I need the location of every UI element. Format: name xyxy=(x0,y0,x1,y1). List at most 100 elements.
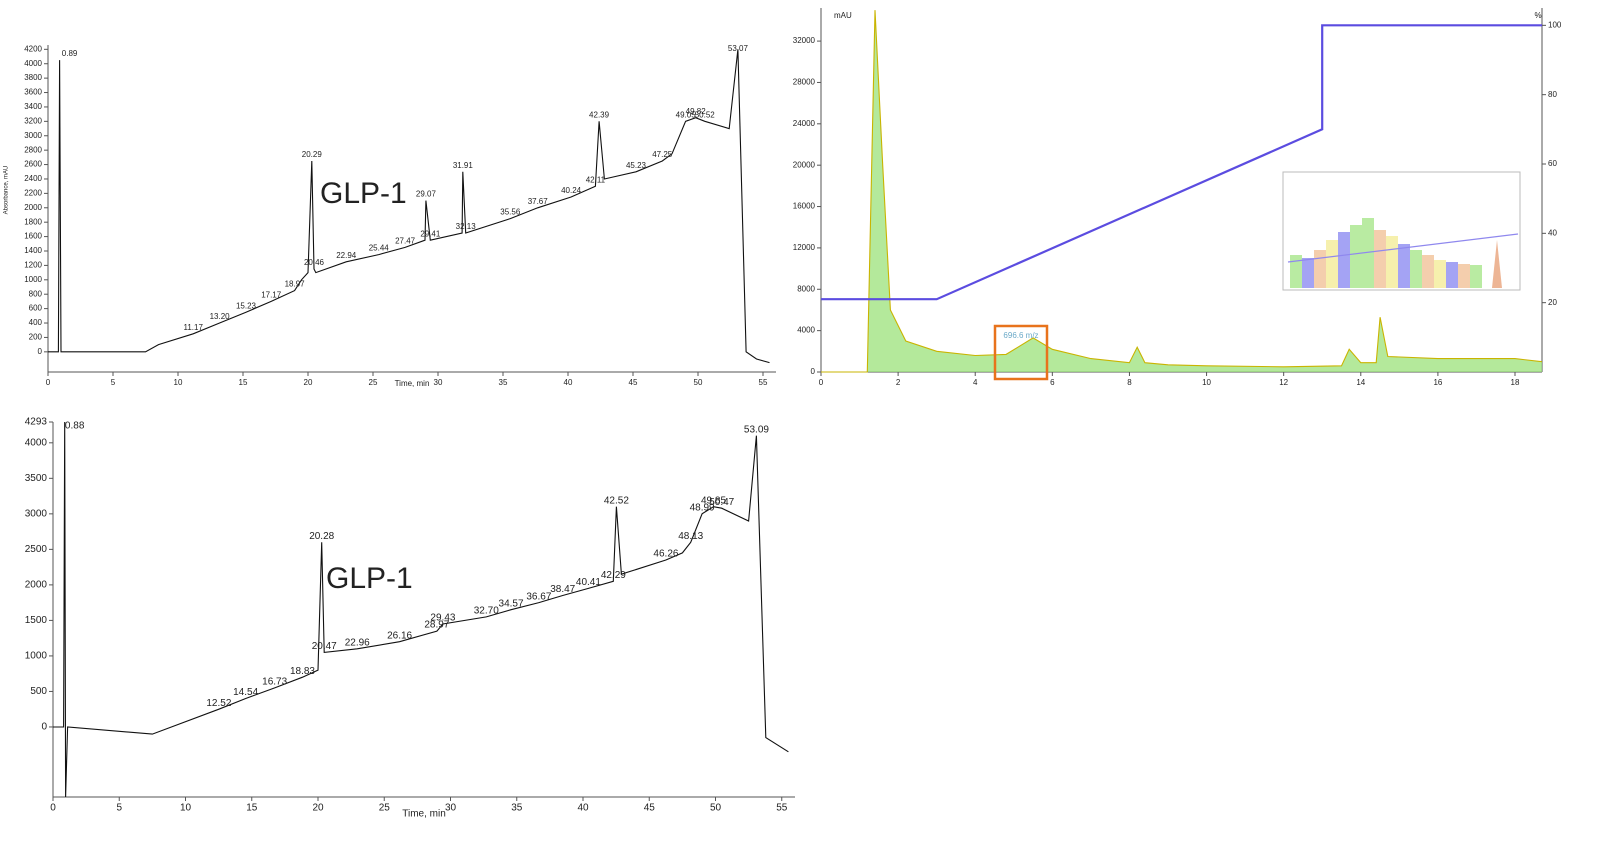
annotation: 696.6 m/z xyxy=(1003,331,1038,340)
y-tick-label: 400 xyxy=(29,318,43,327)
peak-label: 14.54 xyxy=(233,687,258,698)
peak-label: 50.52 xyxy=(695,110,716,119)
peak-label: 28.97 xyxy=(424,620,449,631)
peak-label: 46.26 xyxy=(653,549,678,560)
x-axis-label: Time, min xyxy=(402,809,446,820)
x-tick-label: 40 xyxy=(564,378,573,387)
peak-label: 20.47 xyxy=(312,641,337,652)
peak-label: 20.46 xyxy=(304,258,325,267)
x-tick-label: 40 xyxy=(577,803,589,814)
peak-label: 53.07 xyxy=(728,44,749,53)
peak-label: 49.85 xyxy=(701,495,726,506)
y2-tick-label: 20 xyxy=(1548,298,1557,307)
peak-label: 48.99 xyxy=(690,502,715,513)
peak-label: 42.52 xyxy=(604,495,629,506)
y-tick-label: 0 xyxy=(38,347,43,356)
x-tick-label: 0 xyxy=(819,378,824,387)
peak-label: 20.29 xyxy=(302,150,323,159)
peak-label: 38.47 xyxy=(550,584,575,595)
x-tick-label: 16 xyxy=(1433,378,1442,387)
highlight-box xyxy=(993,324,1049,381)
x-axis-label: Time, min xyxy=(395,379,430,388)
peak-label: 12.52 xyxy=(206,698,231,709)
x-tick-label: 0 xyxy=(46,378,51,387)
peak-label: 32.13 xyxy=(456,222,477,231)
chart: 0 500 1000 1500 2000 2500 3000 3500 4000 4293 0 5 10… xyxy=(25,417,795,820)
y-tick-label: 16000 xyxy=(793,202,816,211)
peak-label: 36.67 xyxy=(526,591,551,602)
peak-label: 31.91 xyxy=(453,161,474,170)
y-tick-label: 1000 xyxy=(24,275,42,284)
peak-label: 40.24 xyxy=(561,186,582,195)
x-tick-label: 12 xyxy=(1279,378,1288,387)
y-tick-label: 12000 xyxy=(793,243,816,252)
x-tick-label: 35 xyxy=(499,378,508,387)
peak-label: 20.28 xyxy=(309,531,334,542)
chart: 0 4000 8000 12000 16000 20000 24000 28000 32000 0… xyxy=(793,8,1562,387)
x-tick-label: 55 xyxy=(759,378,768,387)
y-axis-label: Absorbance, mAU xyxy=(4,166,10,215)
y-tick-label: 1600 xyxy=(24,232,42,241)
x-tick-label: 20 xyxy=(312,803,324,814)
peak-label: 29.41 xyxy=(420,229,441,238)
peak-label: 11.17 xyxy=(183,323,203,332)
peak-label: 17.17 xyxy=(261,291,282,300)
x-tick-label: 25 xyxy=(369,378,378,387)
peak-label: 47.25 xyxy=(652,150,673,159)
x-tick-label: 0 xyxy=(50,803,56,814)
x-tick-label: 8 xyxy=(1127,378,1132,387)
x-tick-label: 2 xyxy=(896,378,901,387)
y-tick-label: 4000 xyxy=(797,326,815,335)
x-tick-label: 45 xyxy=(644,803,656,814)
y-tick-label: 4000 xyxy=(25,437,48,448)
y-tick-label: 500 xyxy=(30,686,47,697)
annotation: GLP-1 xyxy=(326,562,413,595)
y-tick-label: 2500 xyxy=(25,544,48,555)
y-tick-label: 32000 xyxy=(793,36,816,45)
peak-label: 50.47 xyxy=(709,497,734,508)
trace xyxy=(821,24,1542,301)
peak-label: 35.56 xyxy=(500,208,521,217)
peak-label: 42.39 xyxy=(589,110,610,119)
peak-label: 18.97 xyxy=(285,280,306,289)
trace xyxy=(48,49,770,364)
peak-label: 18.83 xyxy=(290,666,315,677)
x-tick-label: 10 xyxy=(180,803,192,814)
x-tick-label: 30 xyxy=(434,378,443,387)
y-axis-label: mAU xyxy=(834,11,852,20)
y-tick-label: 4000 xyxy=(24,59,42,68)
y-tick-label: 1200 xyxy=(24,261,42,270)
y-tick-label: 0 xyxy=(811,367,816,376)
peak-label: 45.23 xyxy=(626,161,647,170)
peak-label: 22.96 xyxy=(345,637,370,648)
y-tick-label: 3600 xyxy=(24,88,42,97)
peak-label: 15.23 xyxy=(236,301,257,310)
y-tick-label: 2800 xyxy=(24,145,42,154)
x-tick-label: 14 xyxy=(1356,378,1365,387)
x-tick-label: 30 xyxy=(445,803,457,814)
peak-label: 53.09 xyxy=(744,424,769,435)
y2-axis-label: % xyxy=(1534,11,1541,20)
inset-chart xyxy=(1282,171,1521,291)
peak-label: 48.13 xyxy=(678,531,703,542)
x-tick-label: 25 xyxy=(379,803,391,814)
peak-label: 40.41 xyxy=(576,577,601,588)
peak-label: 37.67 xyxy=(528,197,549,206)
y-tick-label: 1800 xyxy=(24,217,42,226)
chart: 0200400600800100012001400160018002000220… xyxy=(4,44,776,388)
y-tick-label: 4293 xyxy=(25,417,48,428)
x-tick-label: 35 xyxy=(511,803,523,814)
area xyxy=(821,10,1542,372)
x-tick-label: 20 xyxy=(304,378,313,387)
peak-label: 25.44 xyxy=(369,244,390,253)
peak-label: 34.57 xyxy=(499,598,524,609)
peak-label: 27.47 xyxy=(395,237,416,246)
peak-label: 29.07 xyxy=(416,190,437,199)
x-tick-label: 15 xyxy=(239,378,248,387)
y-tick-label: 3800 xyxy=(24,73,42,82)
y-tick-label: 3000 xyxy=(25,508,48,519)
trace xyxy=(821,10,1543,373)
y-tick-label: 0 xyxy=(41,722,47,733)
y2-tick-label: 40 xyxy=(1548,228,1557,237)
y-tick-label: 8000 xyxy=(797,284,815,293)
